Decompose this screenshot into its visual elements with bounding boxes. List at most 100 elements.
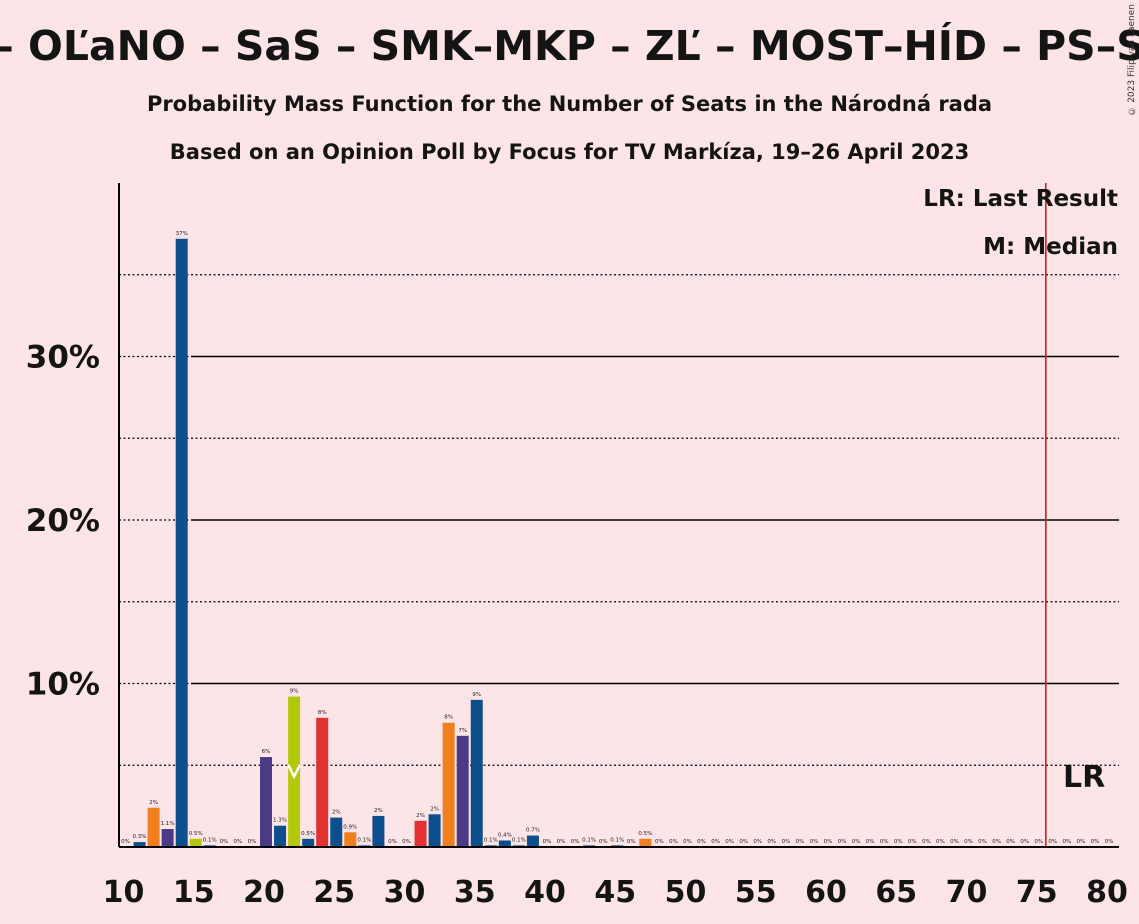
bar-value-label: 0.1% — [610, 837, 624, 843]
x-tick-label: 20 — [243, 875, 285, 910]
y-tick-label: 30% — [26, 340, 100, 376]
x-tick-label: 45 — [594, 875, 636, 910]
bar-value-label: 0% — [627, 839, 636, 845]
copyright-notice: © 2023 Filip van Laenen — [1127, 4, 1137, 116]
bar-value-label: 0% — [1105, 839, 1114, 845]
bar-value-label: 0.1% — [582, 837, 596, 843]
bar-11 — [133, 842, 146, 847]
bar-21 — [274, 825, 287, 847]
bar-value-label: 0% — [697, 839, 706, 845]
bar-value-label: 9% — [290, 689, 299, 695]
bar-value-label: 2% — [416, 813, 425, 819]
bar-value-label: 0% — [1091, 839, 1100, 845]
bar-value-label: 0% — [894, 839, 903, 845]
bar-value-label: 0.7% — [526, 828, 540, 834]
bar-value-label: 0% — [950, 839, 959, 845]
bar-15 — [189, 838, 202, 847]
bar-25 — [330, 817, 343, 847]
bar-value-label: 0.5% — [301, 831, 315, 837]
chart-subtitle: Probability Mass Function for the Number… — [146, 92, 993, 116]
chart-source: Based on an Opinion Poll by Focus for TV… — [169, 140, 970, 164]
chart-title: – OĽaNO – SaS – SMK–MKP – ZĽ – MOST–HÍD … — [0, 22, 1139, 70]
bar-value-label: 0% — [810, 839, 819, 845]
bar-value-label: 0% — [739, 839, 748, 845]
bar-value-label: 0% — [852, 839, 861, 845]
median-marker — [286, 764, 302, 780]
bar-value-label: 6% — [262, 749, 271, 755]
bar-value-label: 0.4% — [498, 832, 512, 838]
bar-value-label: 0% — [557, 839, 566, 845]
last-result-marker: LR — [1063, 760, 1106, 795]
bar-value-label: 0% — [866, 839, 875, 845]
x-tick-label: 15 — [173, 875, 215, 910]
bar-value-label: 0% — [753, 839, 762, 845]
bar-value-label: 0% — [655, 839, 664, 845]
bar-value-label: 0% — [711, 839, 720, 845]
bar-value-label: 0.5% — [638, 831, 652, 837]
bar-34 — [456, 735, 469, 847]
x-tick-label: 25 — [313, 875, 355, 910]
bar-value-label: 1.3% — [273, 818, 287, 824]
bar-value-label: 0% — [388, 839, 397, 845]
bar-value-label: 0% — [121, 839, 130, 845]
bar-value-label: 0.1% — [203, 837, 217, 843]
bar-20 — [260, 757, 272, 847]
x-tick-label: 65 — [875, 875, 917, 910]
x-tick-label: 10 — [103, 875, 145, 910]
bar-value-label: 0% — [234, 839, 243, 845]
x-tick-label: 35 — [454, 875, 496, 910]
bar-value-label: 0% — [767, 839, 776, 845]
bar-value-label: 2% — [430, 806, 439, 812]
bar-value-label: 0% — [219, 839, 228, 845]
bar-37 — [498, 840, 511, 847]
bar-value-label: 0.1% — [357, 837, 371, 843]
bar-value-label: 0% — [796, 839, 805, 845]
bar-value-label: 0% — [402, 839, 411, 845]
bar-22 — [288, 696, 301, 847]
bar-value-label: 2% — [374, 808, 383, 814]
bar-value-label: 0% — [838, 839, 847, 845]
bar-value-label: 0% — [880, 839, 889, 845]
gridlines — [119, 274, 1119, 766]
bar-value-label: 0% — [922, 839, 931, 845]
bar-value-label: 0% — [683, 839, 692, 845]
bar-33 — [442, 722, 455, 847]
bar-26 — [344, 832, 357, 847]
bar-value-label: 0% — [964, 839, 973, 845]
legend-median: M: Median — [983, 234, 1118, 260]
bar-24 — [316, 717, 329, 847]
bar-value-label: 8% — [444, 715, 453, 721]
bar-value-label: 7% — [458, 728, 467, 734]
x-tick-label: 40 — [524, 875, 566, 910]
bar-value-label: 0% — [1034, 839, 1043, 845]
bar-value-label: 1.1% — [161, 821, 175, 827]
bar-47 — [639, 838, 652, 847]
bar-value-label: 0% — [1077, 839, 1086, 845]
bar-31 — [414, 820, 427, 847]
bar-value-label: 2% — [332, 810, 341, 816]
y-tick-label: 20% — [26, 503, 100, 539]
bar-value-label: 0% — [543, 839, 552, 845]
bar-value-label: 2% — [149, 800, 158, 806]
x-tick-label: 75 — [1016, 875, 1058, 910]
bar-value-label: 0% — [978, 839, 987, 845]
bar-value-label: 0% — [908, 839, 917, 845]
bar-value-label: 0.9% — [343, 824, 357, 830]
bars: 0%0.3%2%1.1%37%0.5%0.1% 0% 0% 0%6%1.3%9%0.5… — [121, 231, 1113, 847]
bar-value-label: 37% — [176, 231, 188, 237]
bar-value-label: 0% — [571, 839, 580, 845]
bar-39 — [526, 835, 539, 847]
bar-value-label: 0% — [1062, 839, 1071, 845]
bar-value-label: 0% — [992, 839, 1001, 845]
x-tick-label: 50 — [665, 875, 707, 910]
bar-32 — [428, 814, 441, 847]
bar-value-label: 0.3% — [133, 834, 147, 840]
bar-12 — [147, 807, 160, 847]
bar-14 — [175, 238, 188, 847]
bar-value-label: 0% — [1048, 839, 1057, 845]
bar-value-label: 0% — [824, 839, 833, 845]
axes: 10% 20% 30% 10 15 20 25 30 35 40 45 50 55 60 65 70 75 80 — [26, 183, 1128, 910]
x-tick-label: 70 — [946, 875, 988, 910]
bar-value-label: 0% — [1006, 839, 1015, 845]
x-tick-label: 30 — [384, 875, 426, 910]
